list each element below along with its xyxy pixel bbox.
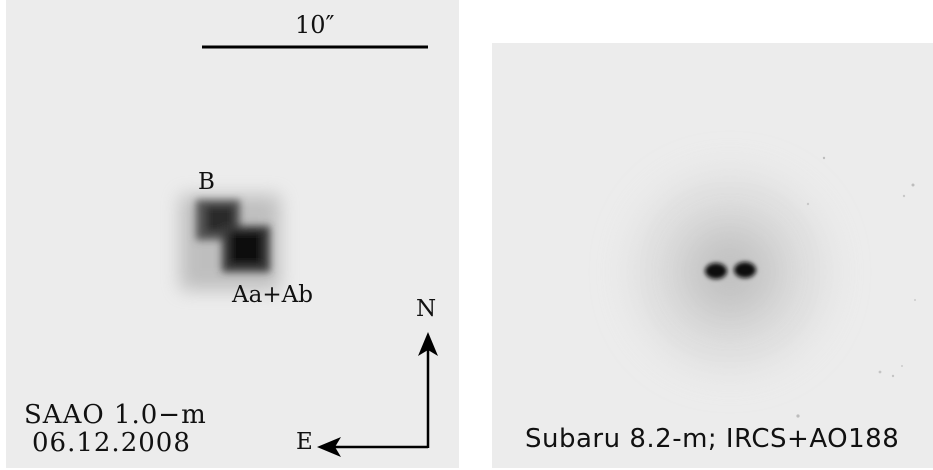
instrument-label: Subaru 8.2-m; IRCS+AO188 [525,424,900,454]
component-b-label: B [198,169,215,195]
observation-date-label: 06.12.2008 [32,428,191,458]
saao-star-image [180,195,280,290]
north-label: N [416,296,437,322]
star-b-core [734,262,756,278]
compass [317,332,438,457]
scale-bar-label: 10″ [295,11,335,39]
telescope-label: SAAO 1.0−m [24,400,207,430]
east-arrow-icon [317,437,341,457]
subaru-star-image [635,156,916,418]
component-aab-label: Aa+Ab [232,282,313,308]
star-a-core [705,263,727,279]
east-label: E [296,429,313,455]
north-arrow-icon [418,332,438,356]
